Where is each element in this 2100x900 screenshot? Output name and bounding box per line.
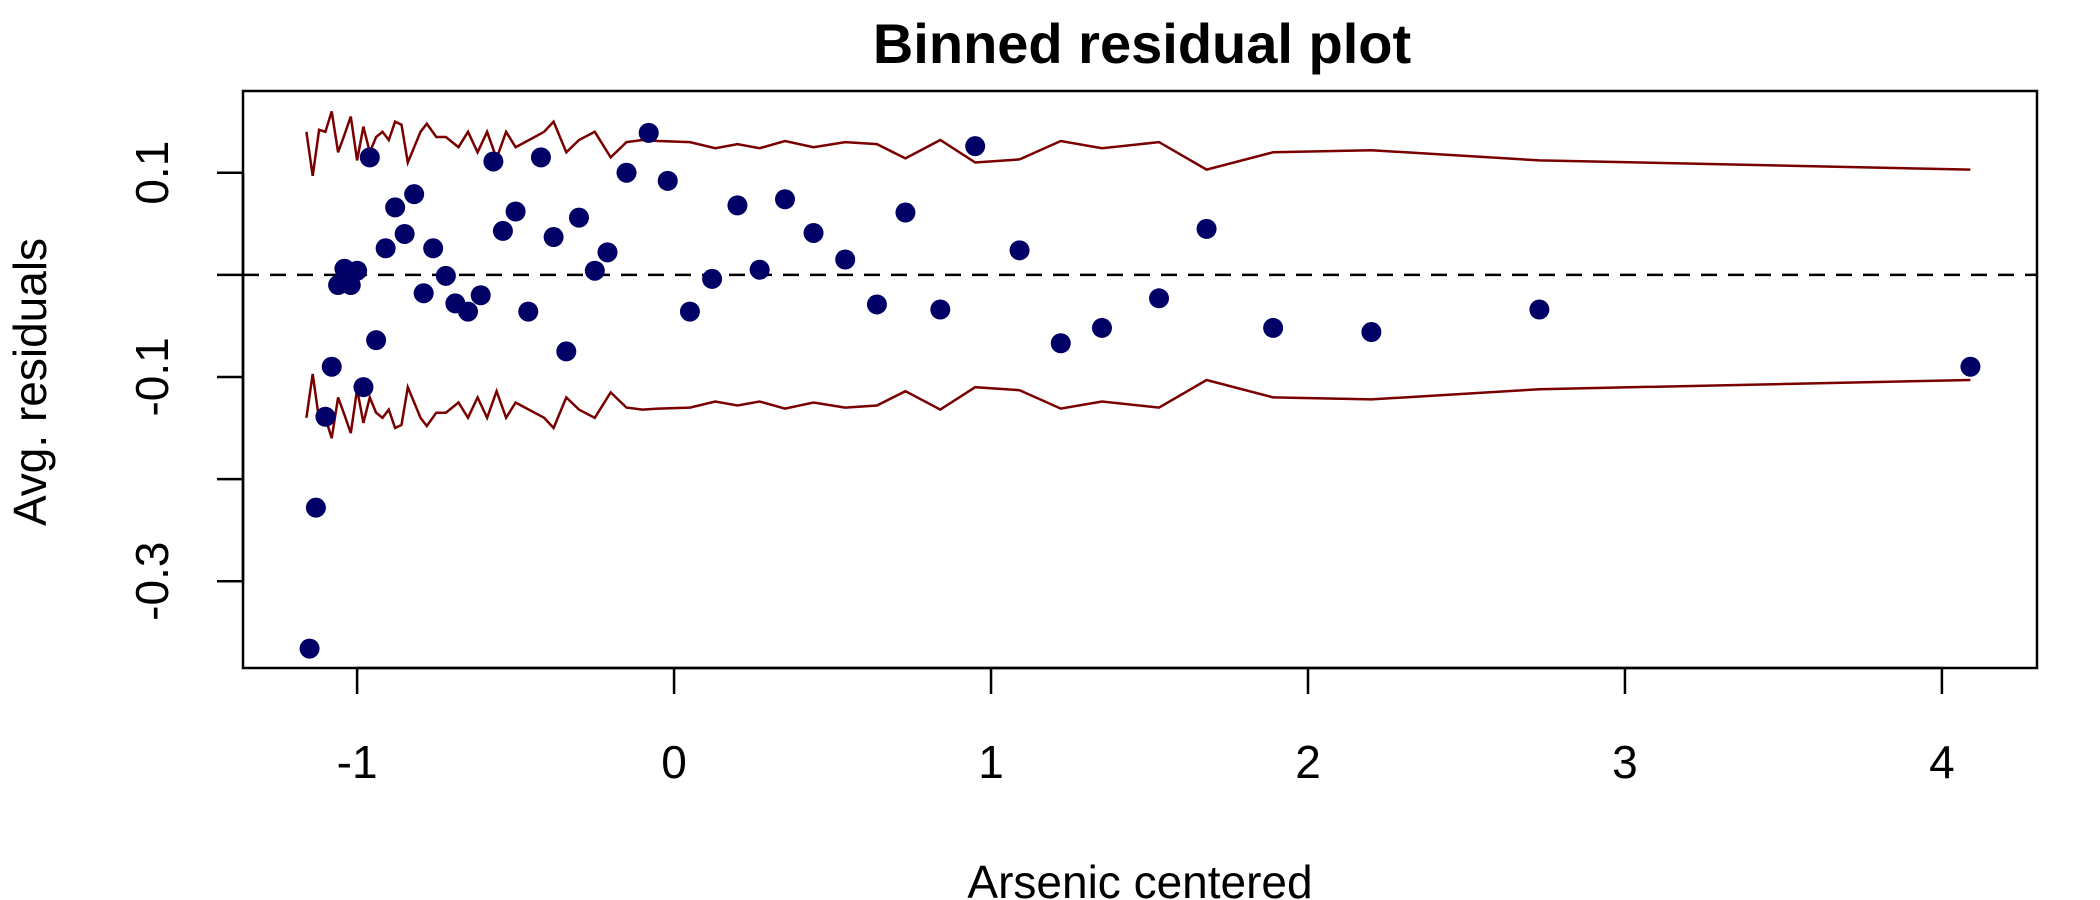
residual-point xyxy=(1091,317,1112,338)
residual-point xyxy=(483,151,504,172)
residual-point xyxy=(394,223,415,244)
residual-point xyxy=(299,638,320,659)
x-tick-label: -1 xyxy=(337,736,378,788)
residual-point xyxy=(375,238,396,259)
residual-point xyxy=(518,301,539,322)
residual-point xyxy=(458,301,479,322)
residual-point xyxy=(359,147,380,168)
residual-point xyxy=(727,195,748,216)
residual-points xyxy=(299,122,1981,659)
residual-point xyxy=(803,222,824,243)
y-tick-label: -0.1 xyxy=(126,337,178,416)
x-tick-label: 3 xyxy=(1612,736,1638,788)
residual-point xyxy=(353,377,374,398)
residual-point xyxy=(1361,322,1382,343)
residual-point xyxy=(305,497,326,518)
residual-point xyxy=(1009,240,1030,261)
residual-point xyxy=(1529,299,1550,320)
residual-point xyxy=(895,202,916,223)
residual-point xyxy=(404,184,425,205)
y-axis-label: Avg. residuals xyxy=(4,238,56,526)
residual-point xyxy=(1050,333,1071,354)
x-axis-label: Arsenic centered xyxy=(967,856,1312,900)
residual-point xyxy=(321,356,342,377)
residual-point xyxy=(543,227,564,248)
residual-point xyxy=(568,207,589,228)
residual-point xyxy=(616,162,637,183)
residual-point xyxy=(492,220,513,241)
residual-point xyxy=(835,249,856,270)
residual-point xyxy=(366,330,387,351)
residual-point xyxy=(702,268,723,289)
residual-point xyxy=(866,294,887,315)
residual-point xyxy=(530,147,551,168)
x-tick-label: 2 xyxy=(1295,736,1321,788)
x-tick-label: 4 xyxy=(1929,736,1955,788)
y-tick-label: 0.1 xyxy=(126,141,178,205)
residual-point xyxy=(1149,288,1170,309)
residual-point xyxy=(435,265,456,286)
residual-point xyxy=(413,283,434,304)
residual-point xyxy=(930,299,951,320)
chart-title: Binned residual plot xyxy=(873,12,1411,75)
residual-point xyxy=(965,136,986,157)
y-axis: 0.1 -0.1 -0.3 xyxy=(126,141,245,621)
residual-point xyxy=(775,189,796,210)
residual-point xyxy=(1263,317,1284,338)
residual-point xyxy=(1960,356,1981,377)
residual-point xyxy=(347,260,368,281)
residual-point xyxy=(556,341,577,362)
x-tick-label: 1 xyxy=(978,736,1004,788)
residual-point xyxy=(749,259,770,280)
residual-point xyxy=(679,301,700,322)
residual-point xyxy=(315,406,336,427)
residual-point xyxy=(505,201,526,222)
residual-point xyxy=(423,238,444,259)
residual-point xyxy=(597,242,618,263)
residual-point xyxy=(1196,218,1217,239)
upper-bound-line xyxy=(305,111,1971,176)
lower-bound-line xyxy=(305,373,1971,439)
x-tick-label: 0 xyxy=(661,736,687,788)
plot-frame xyxy=(241,89,2039,670)
residual-point xyxy=(385,197,406,218)
residual-point xyxy=(584,260,605,281)
residual-point xyxy=(657,170,678,191)
residual-point xyxy=(470,285,491,306)
y-tick-label: -0.3 xyxy=(126,542,178,621)
plot-area xyxy=(243,111,2037,659)
x-axis: -1 0 1 2 3 4 xyxy=(337,666,1955,788)
residual-point xyxy=(638,122,659,143)
